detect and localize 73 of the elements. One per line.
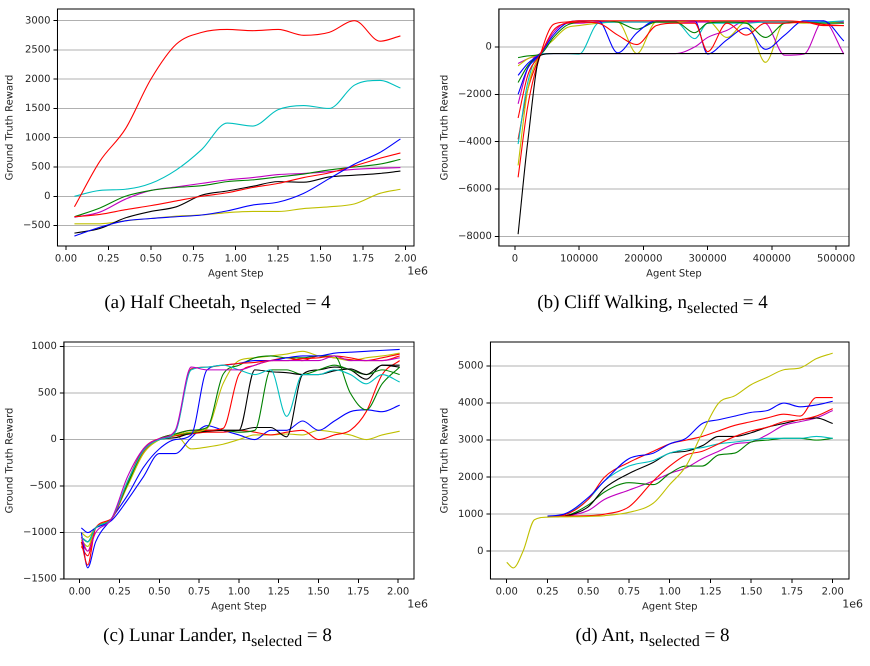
y-tick-label: 3000	[25, 15, 50, 26]
x-tick-label: 400000	[752, 254, 791, 265]
y-tick-label: 4000	[458, 398, 484, 409]
x-tick-label: 1.75	[780, 586, 804, 598]
y-tick-label: 1000	[458, 508, 484, 520]
x-tick-label: 0.25	[108, 586, 131, 598]
y-tick-label: 2000	[458, 472, 484, 483]
x-axis-title: Agent Step	[642, 602, 698, 613]
y-tick-label: 1500	[25, 103, 50, 114]
x-tick-label: 300000	[688, 254, 727, 265]
y-tick-label: 0	[50, 434, 57, 446]
x-tick-label: 1.75	[352, 254, 374, 265]
x-tick-label: 2.00	[394, 254, 417, 265]
x-tick-label: 1.50	[309, 254, 332, 265]
x-tick-label: 0.75	[188, 586, 210, 598]
y-tick-label: 1000	[25, 132, 50, 144]
y-tick-label: −6000	[458, 184, 492, 195]
x-tick-label: 200000	[624, 254, 662, 265]
x-tick-label: 0.25	[97, 254, 120, 265]
x-axis-title: Agent Step	[208, 268, 264, 280]
y-axis-title: Ground Truth Reward	[440, 408, 451, 514]
x-tick-label: 0.75	[182, 254, 204, 265]
text: (a) Half Cheetah, n$_{selected}$ = 4	[103, 292, 332, 318]
x-tick-label: 1.25	[267, 254, 290, 265]
x-tick-label: 1.50	[307, 586, 330, 598]
x-axis-title: Agent Step	[211, 602, 267, 613]
y-tick-label: −1500	[23, 574, 57, 585]
y-tick-label: 2000	[25, 74, 50, 85]
y-tick-label: −8000	[458, 231, 492, 242]
x-tick-label: 0.75	[618, 586, 640, 598]
text: 1e6	[407, 597, 428, 610]
x-tick-label: 500000	[817, 254, 856, 265]
x-tick-label: 0.50	[577, 586, 600, 598]
text: 1e6	[407, 264, 428, 278]
x-tick-label: 2.00	[386, 586, 410, 598]
y-tick-label: −4000	[458, 136, 492, 148]
x-tick-label: 2.00	[822, 586, 844, 598]
x-tick-label: 0.00	[54, 254, 78, 265]
text: (b) Cliff Walking, n$_{selected}$ = 4	[536, 292, 769, 318]
x-tick-label: 1.00	[224, 254, 247, 265]
y-axis-title: Ground Truth Reward	[4, 74, 16, 180]
x-tick-label: 1.00	[228, 586, 250, 598]
x-tick-label: 1.25	[699, 586, 722, 598]
x-tick-label: 0.25	[536, 586, 559, 598]
text: (c) Lunar Lander, n$_{selected}$ = 8	[102, 625, 333, 651]
x-tick-label: 1.75	[347, 586, 370, 598]
x-tick-label: 0	[512, 254, 518, 265]
y-tick-label: −500	[29, 480, 57, 492]
x-axis-title: Agent Step	[646, 268, 702, 280]
y-tick-label: 1000	[31, 341, 57, 352]
x-tick-label: 1.00	[658, 586, 681, 598]
text: 1e6	[842, 597, 863, 610]
text: (d) Ant, n$_{selected}$ = 8	[574, 625, 731, 651]
y-tick-label: −2000	[458, 88, 492, 100]
y-tick-label: 2500	[25, 44, 50, 56]
y-axis-title: Ground Truth Reward	[440, 74, 451, 180]
y-tick-label: 500	[38, 388, 57, 399]
y-tick-label: 0	[477, 546, 484, 557]
x-tick-label: 1.50	[740, 586, 762, 598]
x-tick-label: 0.00	[496, 586, 518, 598]
x-tick-label: 100000	[560, 254, 598, 265]
x-tick-label: 0.00	[68, 586, 91, 598]
y-tick-label: 500	[31, 162, 50, 173]
x-tick-label: 1.25	[268, 586, 290, 598]
y-tick-label: 3000	[458, 434, 484, 446]
y-tick-label: −1000	[23, 527, 57, 538]
y-axis-title: Ground Truth Reward	[4, 408, 16, 514]
x-tick-label: 0.50	[148, 586, 170, 598]
y-tick-label: 0	[485, 42, 492, 53]
x-tick-label: 0.50	[140, 254, 162, 265]
y-tick-label: 0	[44, 190, 50, 202]
y-tick-label: −500	[22, 220, 50, 232]
y-tick-label: 5000	[458, 360, 484, 372]
